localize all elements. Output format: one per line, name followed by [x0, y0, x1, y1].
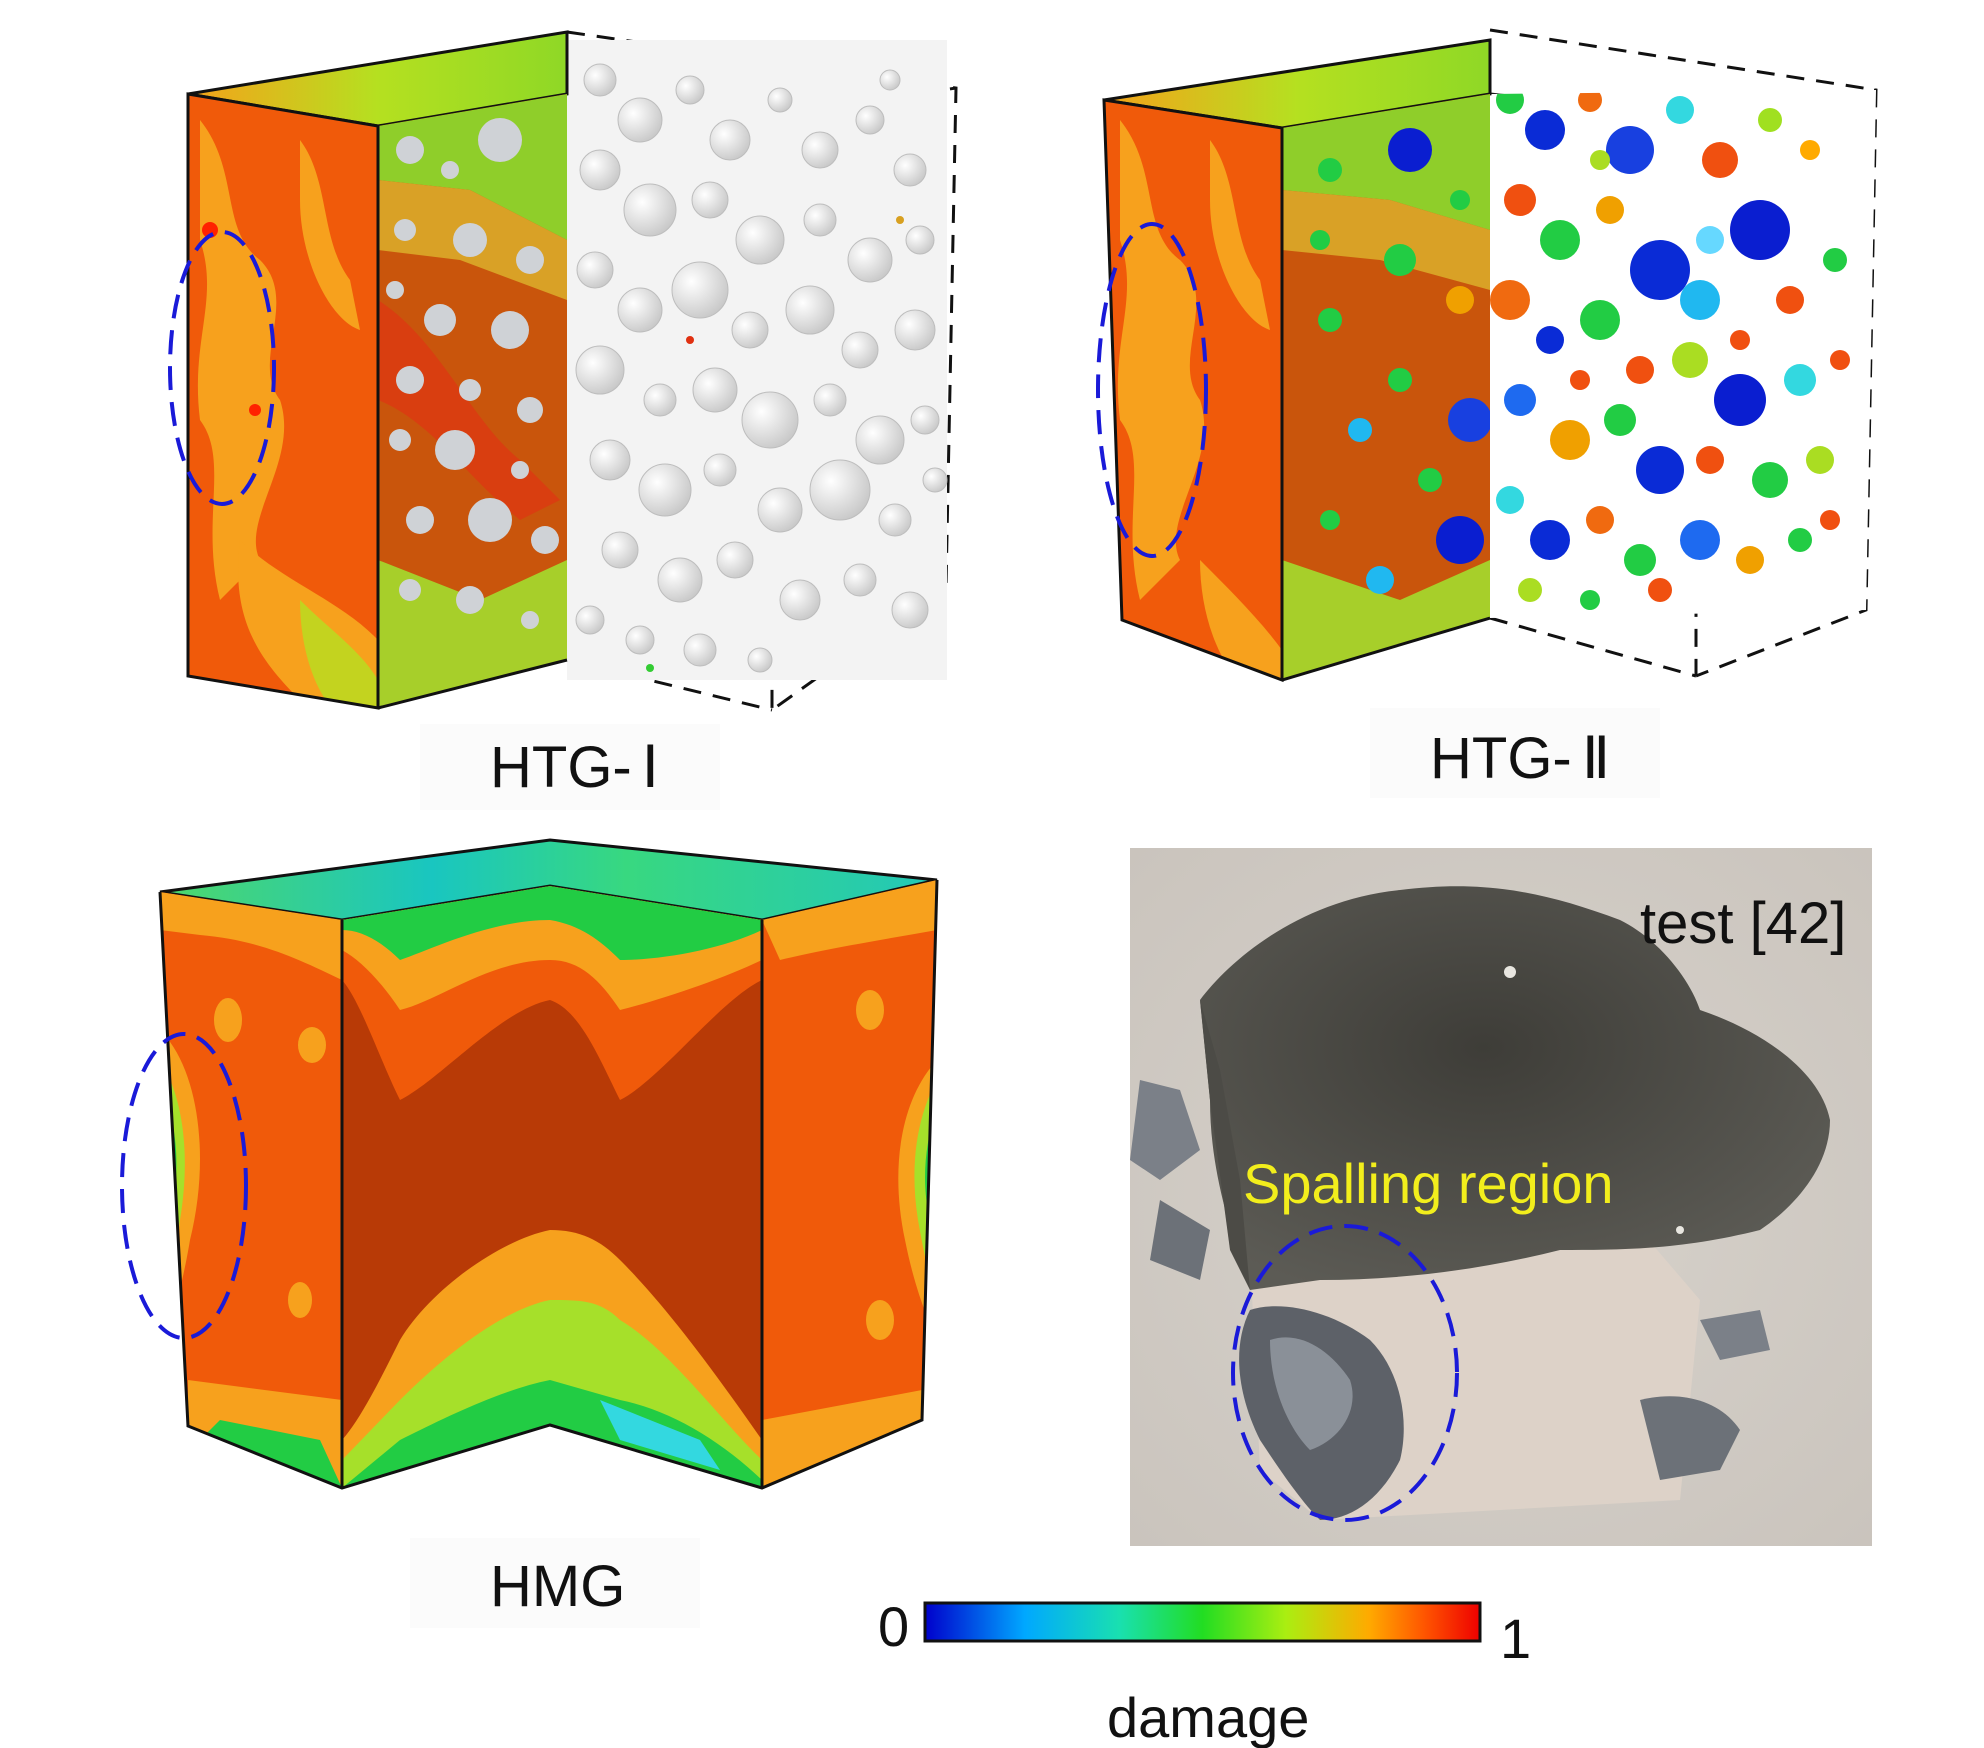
htg2-label-box — [1370, 708, 1660, 798]
htg2-highlight-ellipse — [1096, 222, 1208, 558]
htg1-highlight-ellipse — [168, 230, 276, 506]
spalling-highlight-ellipse — [1231, 1224, 1459, 1522]
test-photo — [1130, 848, 1872, 1546]
hmg-mid-face — [342, 886, 550, 1488]
colorbar-min-label: 0 — [878, 1595, 909, 1658]
spalling-region-label: Spalling region — [1243, 1152, 1613, 1215]
htg2-mid-face — [1282, 94, 1490, 680]
htg2-particle-cloud — [1490, 90, 1876, 618]
hmg-label-box — [410, 1538, 700, 1628]
htg1-label: HTG- Ⅰ — [490, 735, 659, 800]
htg1-model — [186, 30, 958, 712]
colorbar-title: damage — [1107, 1686, 1309, 1748]
hmg-far-face — [762, 880, 937, 1488]
htg1-mid-face — [378, 94, 567, 708]
htg2-label: HTG- Ⅱ — [1430, 726, 1610, 791]
htg2-model — [1102, 28, 1878, 683]
htg1-particle-cloud — [567, 40, 948, 680]
colorbar-bar — [923, 1601, 1482, 1643]
hmg-right-face — [550, 886, 762, 1488]
hmg-model — [158, 838, 939, 1490]
hmg-label: HMG — [490, 1554, 625, 1619]
test-source-label: test [42] — [1640, 891, 1846, 956]
htg1-left-face — [188, 94, 378, 708]
specimen-spalled-top — [1200, 886, 1830, 1290]
damage-colorbar: 0 1 damage — [878, 1595, 1531, 1748]
htg1-label-box — [420, 724, 720, 810]
htg2-left-face — [1104, 100, 1282, 680]
colorbar-max-label: 1 — [1500, 1607, 1531, 1670]
hmg-left-face — [160, 892, 342, 1488]
hmg-highlight-ellipse — [120, 1032, 248, 1340]
